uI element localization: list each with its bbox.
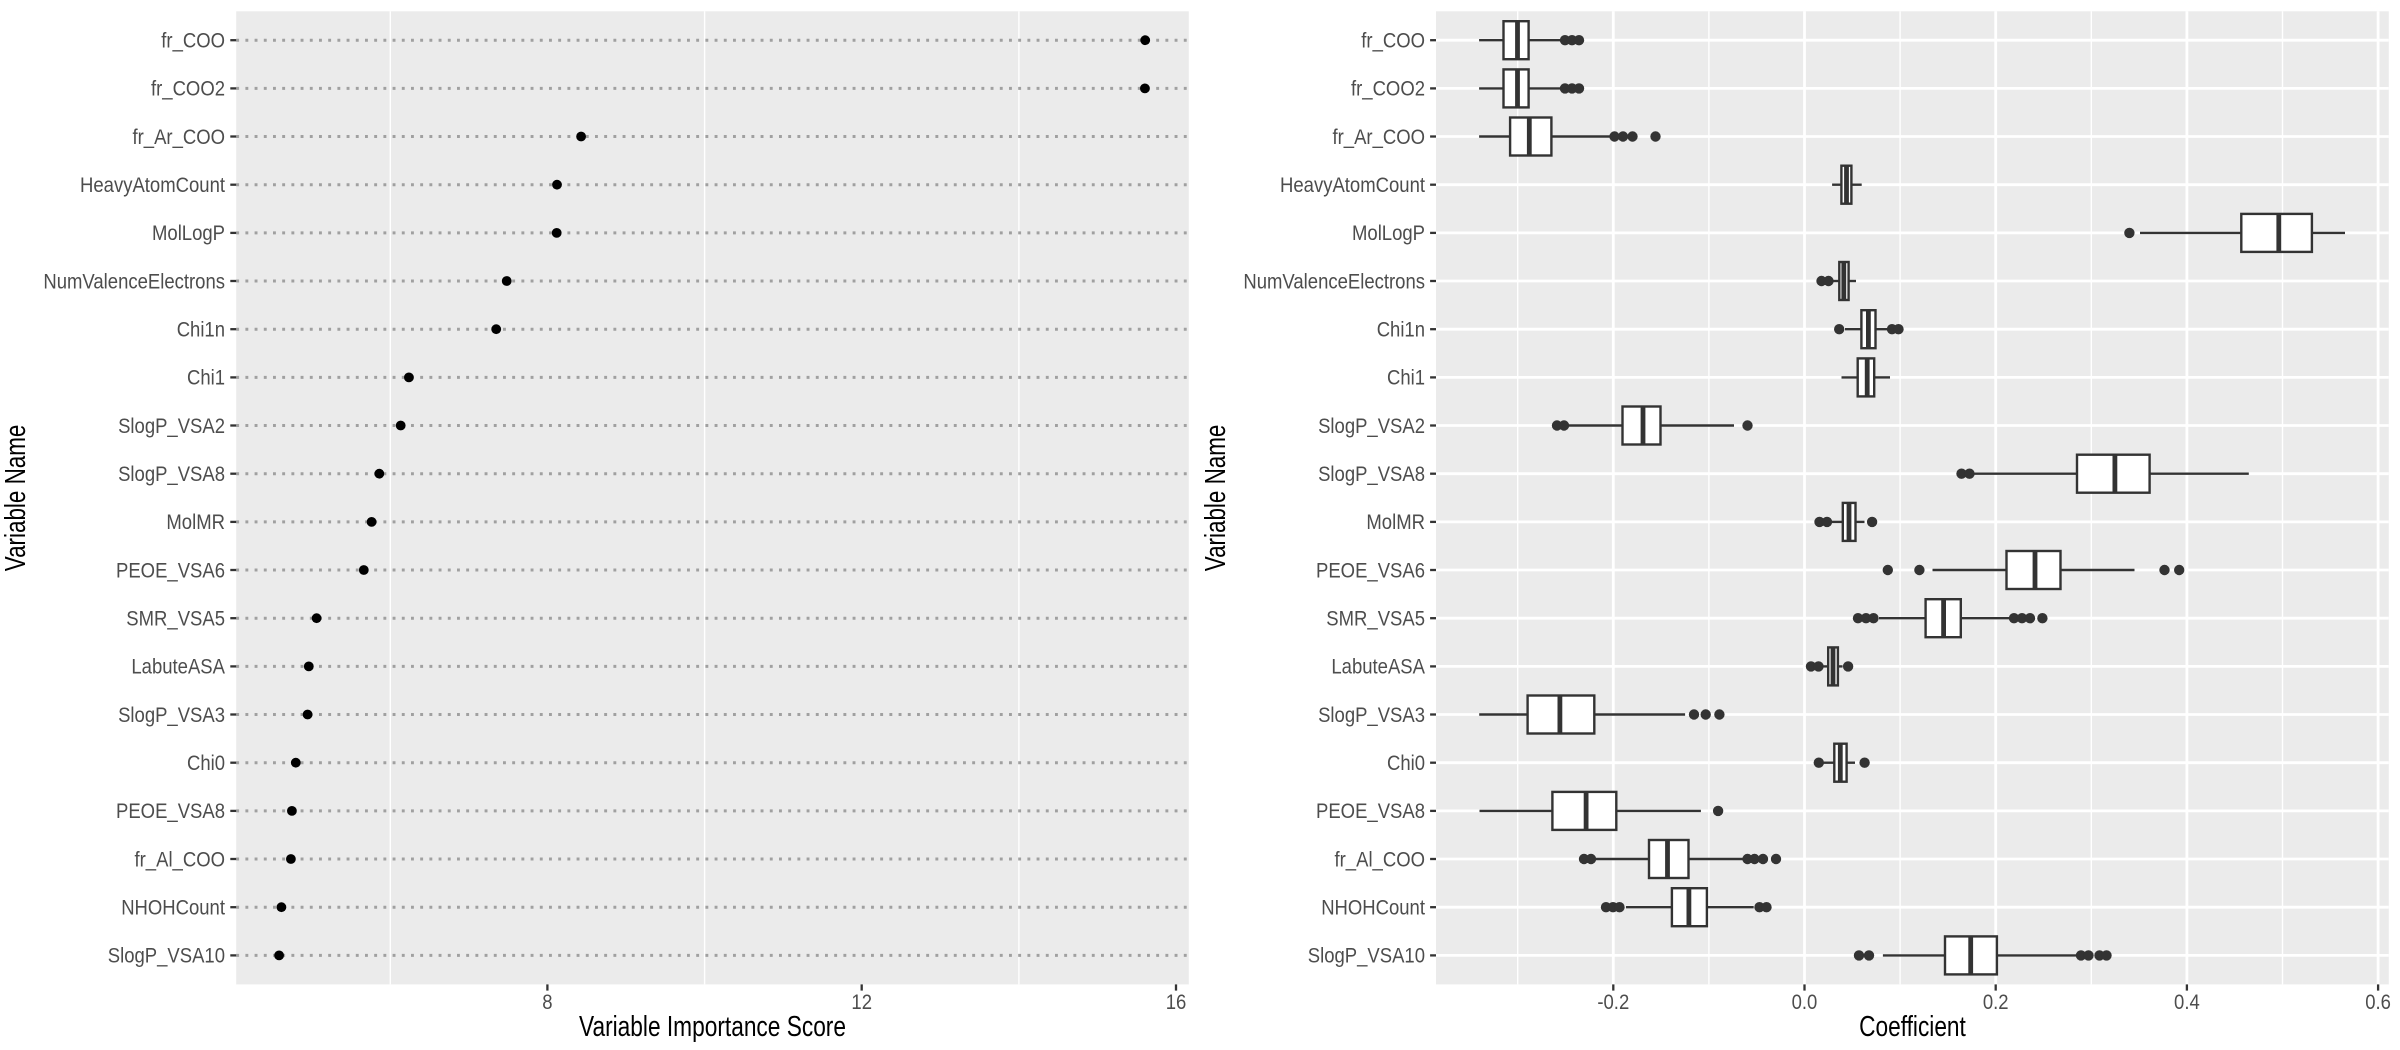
svg-text:16: 16	[1166, 991, 1187, 1014]
svg-text:NumValenceElectrons: NumValenceElectrons	[43, 270, 225, 293]
svg-text:Variable Name: Variable Name	[1200, 425, 1232, 572]
svg-text:PEOE_VSA8: PEOE_VSA8	[116, 800, 225, 823]
svg-text:SlogP_VSA3: SlogP_VSA3	[118, 704, 225, 727]
svg-text:SMR_VSA5: SMR_VSA5	[126, 608, 225, 631]
svg-text:12: 12	[851, 991, 872, 1014]
svg-text:PEOE_VSA6: PEOE_VSA6	[116, 559, 225, 582]
svg-text:SMR_VSA5: SMR_VSA5	[1326, 608, 1425, 631]
svg-text:NHOHCount: NHOHCount	[121, 897, 225, 920]
svg-text:Chi1: Chi1	[187, 367, 225, 390]
svg-text:MolMR: MolMR	[166, 511, 225, 534]
svg-text:fr_COO2: fr_COO2	[151, 78, 225, 101]
svg-text:Chi0: Chi0	[1387, 752, 1425, 775]
svg-text:NHOHCount: NHOHCount	[1321, 897, 1425, 920]
svg-text:fr_Ar_COO: fr_Ar_COO	[133, 126, 226, 149]
svg-text:SlogP_VSA8: SlogP_VSA8	[118, 463, 225, 486]
svg-text:fr_Al_COO: fr_Al_COO	[1335, 848, 1426, 871]
svg-text:fr_Ar_COO: fr_Ar_COO	[1333, 126, 1426, 149]
svg-text:fr_COO: fr_COO	[1361, 30, 1425, 53]
svg-text:Chi0: Chi0	[187, 752, 225, 775]
svg-text:Variable Importance Score: Variable Importance Score	[579, 1011, 846, 1043]
svg-text:-0.2: -0.2	[1597, 991, 1629, 1014]
svg-text:Variable Name: Variable Name	[0, 425, 32, 572]
svg-text:MolLogP: MolLogP	[152, 222, 225, 245]
svg-text:8: 8	[542, 991, 552, 1014]
svg-text:Chi1: Chi1	[1387, 367, 1425, 390]
svg-text:MolMR: MolMR	[1366, 511, 1425, 534]
svg-text:LabuteASA: LabuteASA	[1331, 656, 1425, 679]
svg-text:Coefficient: Coefficient	[1859, 1011, 1966, 1043]
svg-text:HeavyAtomCount: HeavyAtomCount	[1280, 174, 1425, 197]
svg-text:HeavyAtomCount: HeavyAtomCount	[80, 174, 225, 197]
svg-text:SlogP_VSA10: SlogP_VSA10	[108, 945, 225, 968]
svg-text:fr_Al_COO: fr_Al_COO	[135, 848, 226, 871]
svg-text:0.0: 0.0	[1792, 991, 1818, 1014]
svg-text:Chi1n: Chi1n	[177, 319, 225, 342]
svg-text:NumValenceElectrons: NumValenceElectrons	[1243, 270, 1425, 293]
svg-text:LabuteASA: LabuteASA	[131, 656, 225, 679]
svg-text:0.2: 0.2	[1983, 991, 2009, 1014]
svg-text:SlogP_VSA2: SlogP_VSA2	[1318, 415, 1425, 438]
svg-text:fr_COO2: fr_COO2	[1351, 78, 1425, 101]
svg-text:SlogP_VSA2: SlogP_VSA2	[118, 415, 225, 438]
svg-text:fr_COO: fr_COO	[161, 30, 225, 53]
svg-text:Chi1n: Chi1n	[1377, 319, 1425, 342]
svg-text:PEOE_VSA8: PEOE_VSA8	[1316, 800, 1425, 823]
svg-text:0.6: 0.6	[2365, 991, 2391, 1014]
svg-text:0.4: 0.4	[2174, 991, 2200, 1014]
svg-text:SlogP_VSA10: SlogP_VSA10	[1308, 945, 1425, 968]
svg-text:SlogP_VSA8: SlogP_VSA8	[1318, 463, 1425, 486]
svg-text:MolLogP: MolLogP	[1352, 222, 1425, 245]
svg-text:SlogP_VSA3: SlogP_VSA3	[1318, 704, 1425, 727]
svg-text:PEOE_VSA6: PEOE_VSA6	[1316, 559, 1425, 582]
